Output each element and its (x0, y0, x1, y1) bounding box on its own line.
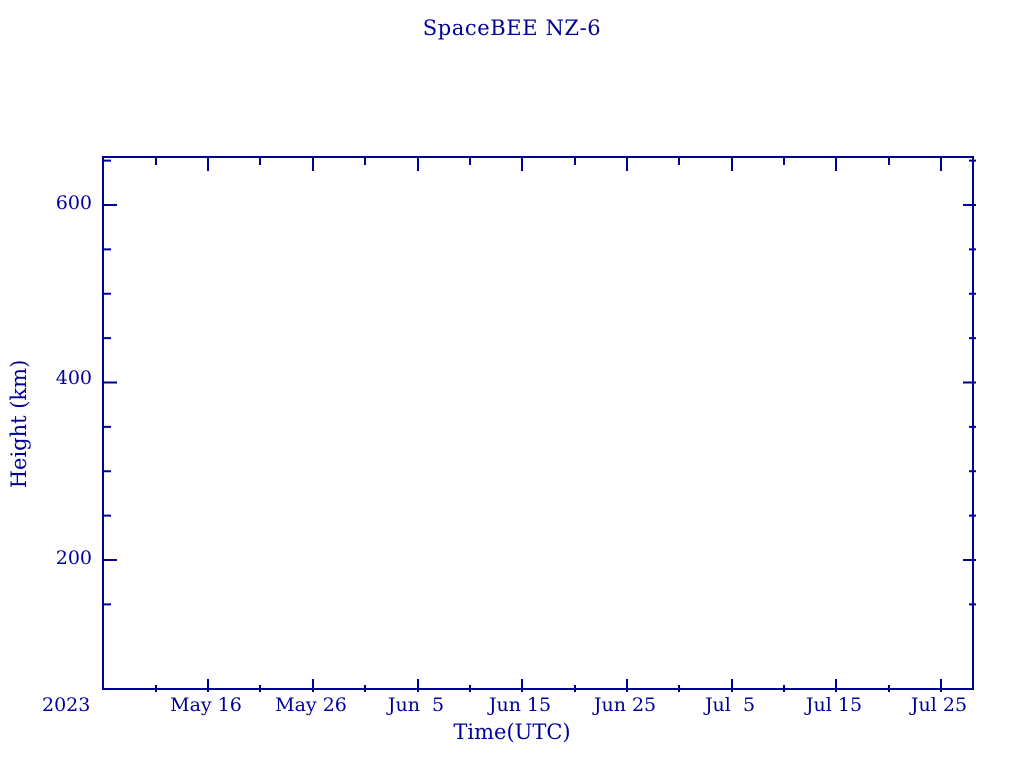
x-axis-tick-label: Jul 15 (805, 694, 863, 716)
y-axis-title: Height (km) (7, 359, 31, 489)
x-axis-tick-label: Jun 5 (387, 694, 445, 716)
y-axis-tick-labels: 600 400 200 (0, 156, 92, 690)
y-axis-tick-label: 400 (55, 367, 92, 389)
page-title: SpaceBEE NZ-6 (422, 16, 602, 40)
x-axis-tick-label: Jul 25 (910, 694, 968, 716)
plot-canvas (104, 158, 976, 692)
y-axis-tick-label: 600 (55, 192, 92, 214)
x-axis-tick-label: Jun 15 (488, 694, 552, 716)
x-axis-tick-label: Jul 5 (704, 694, 756, 716)
axis-tick-group (104, 158, 976, 692)
x-axis-title: Time(UTC) (453, 720, 571, 744)
plot-area (102, 156, 976, 692)
x-axis-tick-labels: May 16 May 26 Jun 5 Jun 15 Jun 25 Jul 5 Jul 15… (0, 694, 1024, 724)
y-axis-tick-label: 200 (55, 547, 92, 569)
x-axis-tick-label: Jun 25 (593, 694, 657, 716)
x-axis-year-label: 2023 (42, 694, 91, 716)
x-axis-tick-label: May 26 (275, 694, 347, 716)
x-axis-tick-label: May 16 (170, 694, 242, 716)
